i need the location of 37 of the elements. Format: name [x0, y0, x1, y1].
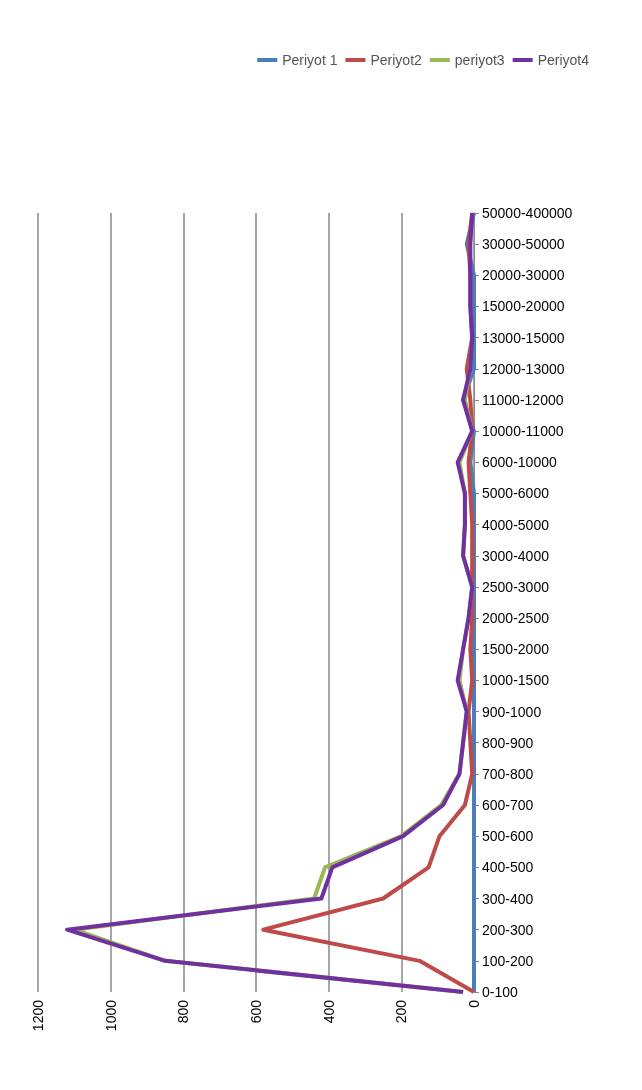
y-tick-label: 5000-6000: [482, 485, 550, 502]
legend-label: Periyot4: [537, 52, 590, 68]
y-tick-label: 1000-1500: [482, 672, 550, 689]
y-tick-label: 30000-50000: [482, 236, 565, 253]
x-tick-label: 200: [393, 999, 410, 1024]
y-tick-label: 500-600: [482, 828, 534, 845]
y-tick-label: 20000-30000: [482, 267, 565, 284]
y-tick-label: 13000-15000: [482, 329, 565, 346]
y-tick-label: 50000-400000: [482, 205, 573, 221]
y-tick-label: 10000-11000: [482, 423, 564, 440]
y-tick-label: 100-200: [482, 952, 534, 969]
y-tick-label: 2500-3000: [482, 578, 550, 595]
y-tick-label: 3000-4000: [482, 547, 550, 564]
x-tick-label: 600: [248, 999, 264, 1024]
x-tick-label: 1000: [102, 999, 119, 1032]
x-tick-label: 400: [320, 999, 337, 1024]
y-tick-label: 600-700: [482, 797, 534, 814]
y-tick-label: 400-500: [482, 859, 534, 876]
y-tick-label: 6000-10000: [482, 454, 557, 471]
y-tick-label: 0-100: [482, 984, 519, 1000]
x-tick-label: 800: [175, 999, 192, 1024]
y-tick-label: 2000-2500: [482, 610, 550, 627]
y-tick-label: 1500-2000: [482, 641, 550, 658]
x-tick-label: 0: [466, 999, 482, 1008]
y-tick-label: 300-400: [482, 890, 534, 907]
y-tick-label: 4000-5000: [482, 516, 550, 533]
y-tick-label: 200-300: [482, 921, 534, 938]
y-tick-label: 800-900: [482, 734, 534, 751]
y-tick-label: 900-1000: [482, 703, 542, 720]
y-tick-label: 12000-13000: [482, 360, 565, 377]
y-tick-label: 700-800: [482, 765, 534, 782]
legend-label: Periyot 1: [282, 52, 338, 68]
y-tick-label: 11000-12000: [482, 391, 564, 408]
legend-label: Periyot2: [370, 52, 423, 68]
x-tick-label: 1200: [30, 999, 46, 1032]
y-tick-label: 15000-20000: [482, 298, 565, 315]
legend-label: periyot3: [454, 52, 505, 68]
